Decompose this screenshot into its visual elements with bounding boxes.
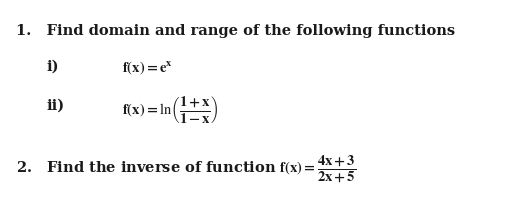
- Text: i): i): [47, 59, 59, 73]
- Text: 2.   Find the inverse of function $\mathbf{f(x) = \dfrac{4x+3}{2x+5}}$: 2. Find the inverse of function $\mathbf…: [16, 154, 356, 186]
- Text: $\mathbf{f(x) = \ln\!\left(\dfrac{1+x}{1-x}\right)}$: $\mathbf{f(x) = \ln\!\left(\dfrac{1+x}{1…: [122, 95, 218, 126]
- Text: 1.   Find domain and range of the following functions: 1. Find domain and range of the followin…: [16, 24, 455, 38]
- Text: $\mathbf{f(x) = e^{x}}$: $\mathbf{f(x) = e^{x}}$: [122, 59, 173, 76]
- Text: ii): ii): [47, 99, 65, 113]
